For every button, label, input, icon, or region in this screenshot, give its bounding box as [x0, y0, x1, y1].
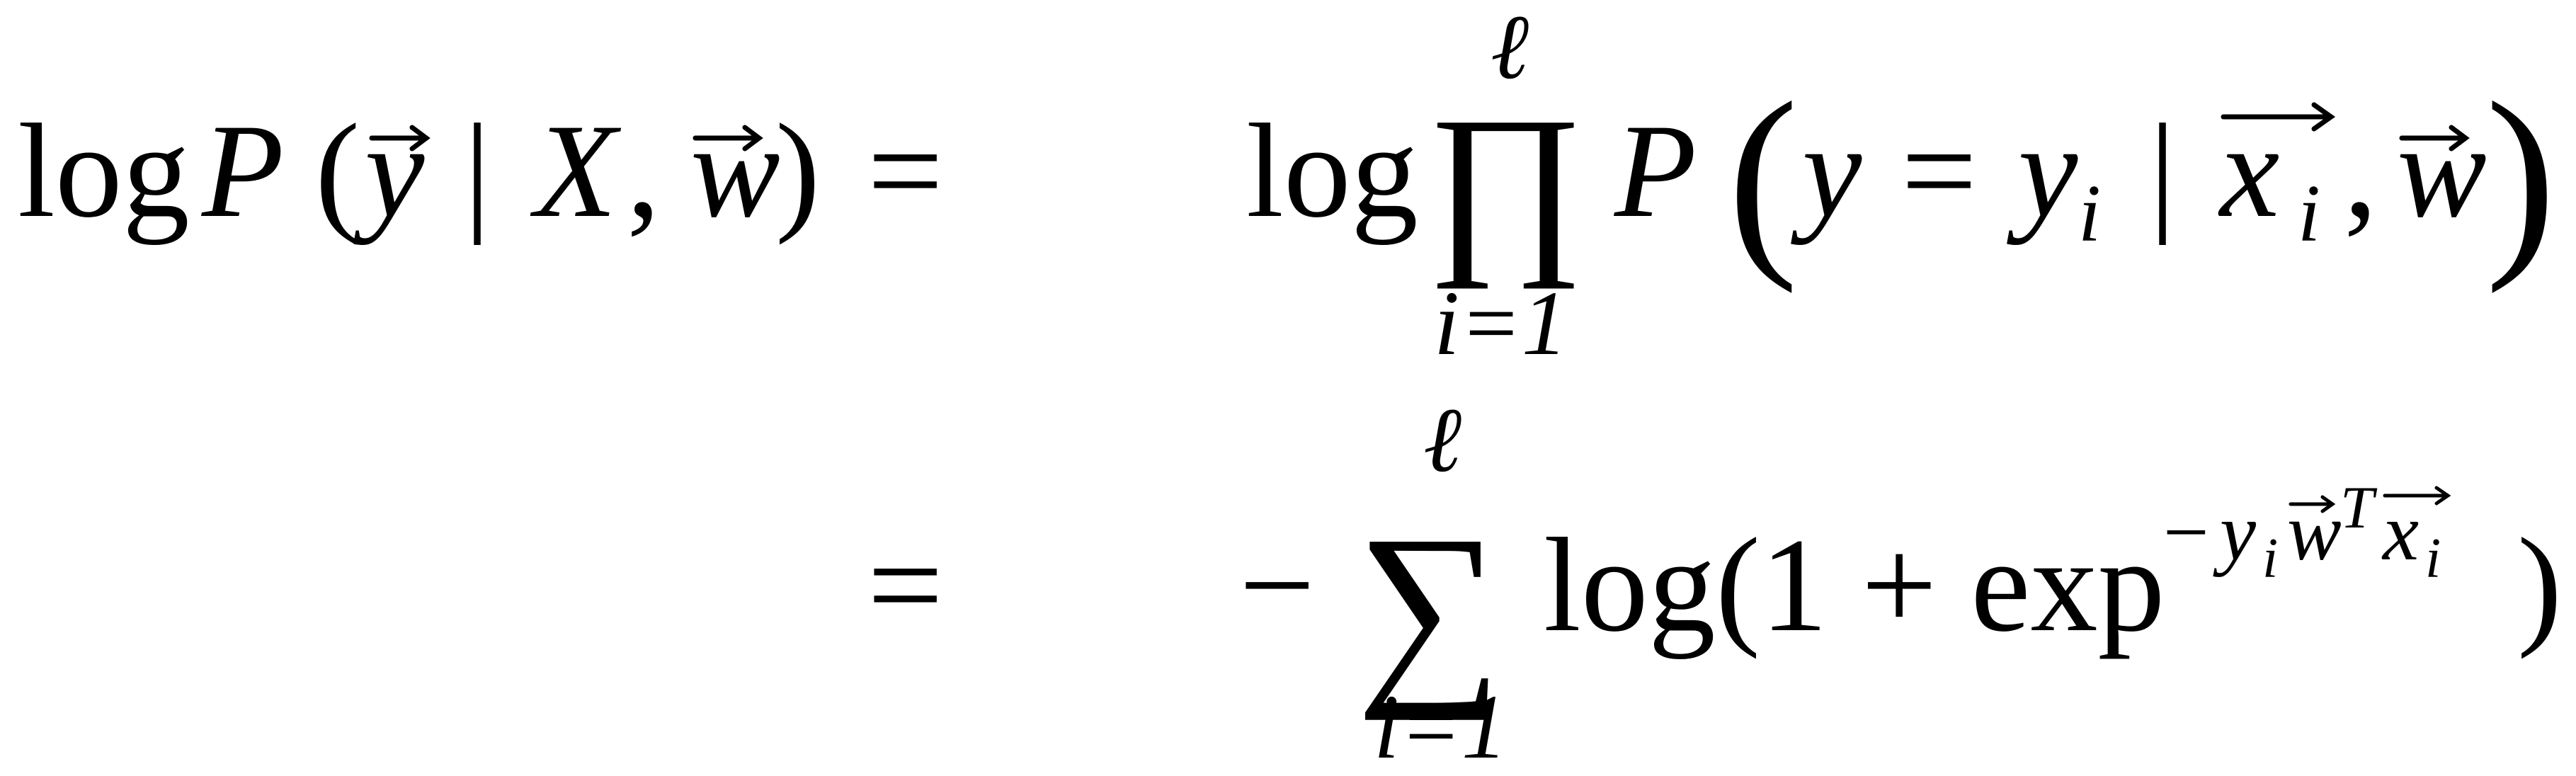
rhs1-P: P: [1613, 97, 1697, 246]
exp-x-sub: i: [2425, 527, 2441, 590]
line1-rhs: log ℓ ∏ i=1 P ( y = y i | x i , w ): [1246, 0, 2556, 375]
exp-x: x: [2381, 487, 2419, 577]
product-lower-limit: i=1: [1434, 273, 1568, 375]
rhs1-y: y: [1791, 97, 1862, 246]
rhs2-close-paren: ): [2517, 511, 2562, 660]
lhs-X: X: [530, 97, 622, 246]
exp-y-sub: i: [2262, 527, 2278, 590]
product-symbol: ∏: [1427, 78, 1584, 290]
rhs1-yi-sub: i: [2078, 169, 2101, 258]
vector-arrow-x-exp: [2383, 486, 2451, 506]
rhs2-log-open: log(1 + exp: [1544, 511, 2165, 660]
lhs-w: w: [690, 97, 780, 246]
lhs-log: log: [18, 97, 190, 246]
vector-arrow-w-rhs1: [2399, 125, 2470, 152]
rhs1-eq: =: [1901, 97, 1977, 246]
rhs1-close-paren: ): [2485, 59, 2556, 295]
line1-equals: =: [867, 97, 943, 246]
sum-upper-limit: ℓ: [1423, 389, 1461, 491]
rhs1-xi-base: x: [2218, 97, 2279, 246]
lhs-close-paren: ): [775, 97, 820, 246]
vector-arrow-xi-rhs1: [2221, 102, 2336, 132]
rhs1-comma: ,: [2344, 97, 2378, 246]
rhs1-w: w: [2397, 97, 2487, 246]
lhs-open-paren: (: [315, 97, 360, 246]
lhs-comma: ,: [627, 97, 661, 246]
product-upper-limit: ℓ: [1491, 0, 1529, 98]
lhs-P: P: [200, 97, 284, 246]
rhs1-xi-sub: i: [2298, 169, 2320, 258]
lhs-bar: |: [464, 97, 491, 246]
lhs-y: y: [353, 97, 425, 246]
rhs2-minus: −: [1239, 511, 1315, 660]
sum-lower-limit: i=1: [1374, 676, 1508, 776]
sum-symbol: ∑: [1356, 493, 1503, 721]
line2-rhs: − ℓ ∑ i=1 log(1 + exp − y i w T x i ): [1239, 389, 2562, 776]
rhs1-yi-base: y: [2007, 97, 2078, 246]
vector-arrow-w-exp: [2289, 495, 2336, 513]
line2-equals: =: [867, 511, 943, 660]
exp-T: T: [2340, 474, 2378, 541]
rhs1-log: log: [1246, 97, 1418, 246]
rhs1-open-paren: (: [1728, 59, 1799, 295]
exp-y: y: [2213, 487, 2257, 577]
vector-arrow-w-lhs: [693, 125, 763, 152]
vector-arrow-y-lhs: [369, 125, 431, 152]
exp-minus: −: [2163, 487, 2209, 577]
line1-lhs: log P ( y | X , w ): [18, 97, 820, 246]
exp-w: w: [2287, 487, 2342, 577]
rhs1-bar: |: [2149, 97, 2176, 246]
